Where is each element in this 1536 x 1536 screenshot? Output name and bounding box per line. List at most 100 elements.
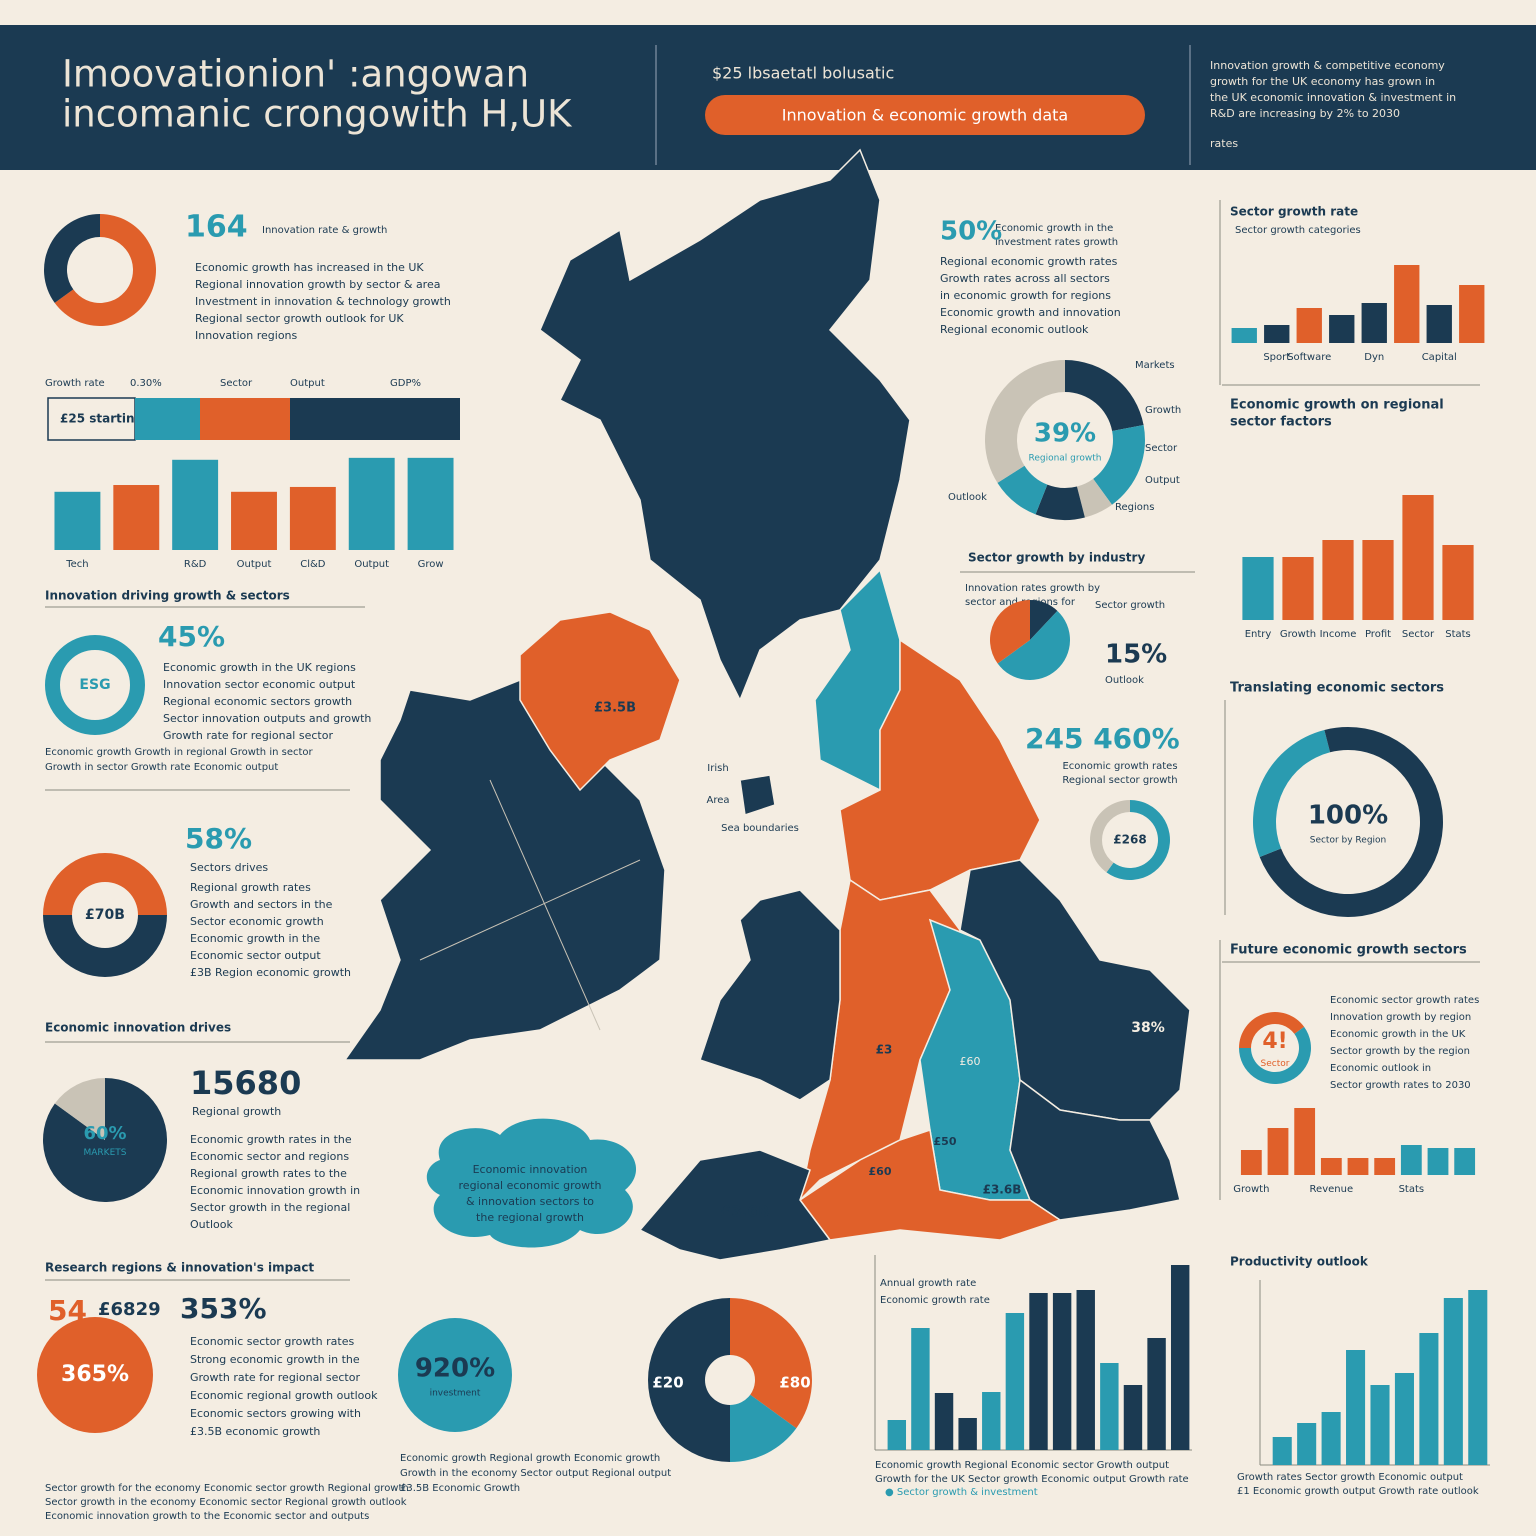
donut-segment <box>1076 478 1113 518</box>
column-label: 0.30% <box>130 378 162 389</box>
map-line <box>419 859 641 961</box>
chart-title: Sector growth by industry <box>968 551 1145 565</box>
chart-title: 353% <box>180 1292 267 1325</box>
pie-segment <box>990 600 1030 664</box>
bar <box>1296 308 1322 343</box>
text-line: Regional sector growth <box>1062 775 1177 786</box>
text-line: Area <box>706 795 729 806</box>
text-line: Regional economic outlook <box>940 323 1089 336</box>
text-line: Growth for the UK Sector growth Economic… <box>875 1474 1189 1485</box>
text-line: Economic growth and innovation <box>940 306 1121 319</box>
center-label: 920% <box>415 1354 495 1384</box>
x-tick-label: Output <box>237 559 272 570</box>
donut-segment <box>43 853 167 915</box>
chart-title: Productivity outlook <box>1230 1255 1369 1269</box>
text-line: Economic growth rates <box>1062 761 1177 772</box>
bar <box>1459 285 1485 343</box>
text-line: Innovation regions <box>195 329 298 342</box>
text-line: £3.5B <box>594 701 636 716</box>
text-line: Growth rate for regional sector <box>163 729 333 742</box>
map-region <box>638 1149 832 1261</box>
text-line: Innovation sector economic output <box>163 678 356 691</box>
chart-title: Future economic growth sectors <box>1230 943 1467 958</box>
text-line: Economic growth Regional Economic sector… <box>875 1460 1169 1471</box>
bar <box>1400 1145 1422 1175</box>
text-line: £6829 <box>98 1299 161 1320</box>
map-region <box>739 774 776 816</box>
text-line: Economic outlook in <box>1330 1063 1431 1074</box>
text-line: Economic growth Regional growth Economic… <box>400 1453 660 1464</box>
bar <box>982 1392 1001 1450</box>
pie-segment <box>1030 600 1058 640</box>
text-line: Economic innovation growth to the Econom… <box>45 1511 369 1522</box>
pie-segment <box>37 1317 153 1433</box>
bar <box>887 1420 907 1450</box>
x-tick-label: Software <box>1287 352 1331 363</box>
text-line: Economic growth Growth in regional Growt… <box>45 747 314 758</box>
bar <box>1100 1363 1119 1450</box>
text-line: Regional economic growth rates <box>940 255 1118 268</box>
chart-subtitle: Sector growth categories <box>1235 225 1361 236</box>
map-region <box>519 611 681 792</box>
text-line: the regional growth <box>476 1211 584 1224</box>
bar <box>1370 1385 1390 1465</box>
label-box <box>47 397 136 441</box>
donut-segment <box>730 1394 797 1463</box>
text-line: Growth rate for regional sector <box>190 1371 360 1384</box>
chart-title: Translating economic sectors <box>1230 681 1444 696</box>
text-line: Research regions & innovation's impact <box>45 1261 314 1275</box>
column-label: GDP% <box>390 378 421 389</box>
pie-segment <box>43 1078 168 1202</box>
chart-title: Annual growth rate <box>880 1278 976 1289</box>
bar <box>1361 303 1387 343</box>
text-line: Outlook <box>190 1218 233 1231</box>
text-line: 15% <box>1105 640 1167 670</box>
x-tick-label: Sport <box>1263 352 1290 363</box>
text-line: Investment in innovation & technology gr… <box>195 295 451 308</box>
bar <box>1272 1437 1292 1465</box>
text-line: Sector growth rates to 2030 <box>1330 1080 1471 1091</box>
bar <box>54 491 101 550</box>
x-tick-label: Stats <box>1445 629 1471 640</box>
text-line: Growth in the economy Sector output Regi… <box>400 1468 671 1479</box>
text-line: Sector economic growth <box>190 915 324 928</box>
text-line: Growth rates Sector growth Economic outp… <box>1237 1472 1463 1483</box>
center-label: £70B <box>85 907 125 923</box>
bar <box>1419 1333 1439 1465</box>
column-label: Output <box>290 378 325 389</box>
stacked-segment <box>290 398 380 440</box>
text-line: Economic growth in the UK <box>1330 1029 1466 1040</box>
column-label: Growth rate <box>45 378 105 389</box>
x-tick-label: Growth <box>1233 1184 1269 1195</box>
text-line: Economic sector output <box>190 949 321 962</box>
bar <box>1329 315 1355 343</box>
donut-segment <box>43 915 167 977</box>
chart-title: 58% <box>185 822 252 855</box>
x-tick-label: Dyn <box>1364 352 1384 363</box>
bar <box>1394 1373 1414 1465</box>
center-sublabel: investment <box>430 1389 481 1399</box>
chart-title: 164 <box>185 210 248 245</box>
donut-segment <box>43 214 100 303</box>
donut-segment <box>1035 484 1085 520</box>
donut-segment <box>1090 800 1130 873</box>
chart-subtitle: Regional growth <box>192 1105 281 1118</box>
donut-segment <box>1239 1026 1311 1084</box>
pie-segment <box>54 1078 105 1140</box>
text-line: Irish <box>707 763 728 774</box>
text-line: Innovation rates growth by <box>965 583 1100 594</box>
bar <box>348 457 395 550</box>
bar <box>1147 1338 1166 1450</box>
stacked-segment <box>200 398 290 440</box>
text-line: Regional innovation growth by sector & a… <box>195 278 440 291</box>
bar <box>1320 1158 1342 1175</box>
title-line: incomanic crongowith H,UK <box>62 93 573 136</box>
text-line: Economic growth in the <box>190 932 320 945</box>
center-label: 4! <box>1262 1029 1287 1054</box>
text-line: £3.5B economic growth <box>190 1425 320 1438</box>
map-region <box>699 889 841 1101</box>
donut-segment <box>54 214 156 326</box>
section-rules <box>45 200 1480 1281</box>
text-line: Economic sectors growing with <box>190 1407 361 1420</box>
text-line: Sea boundaries <box>721 823 799 834</box>
